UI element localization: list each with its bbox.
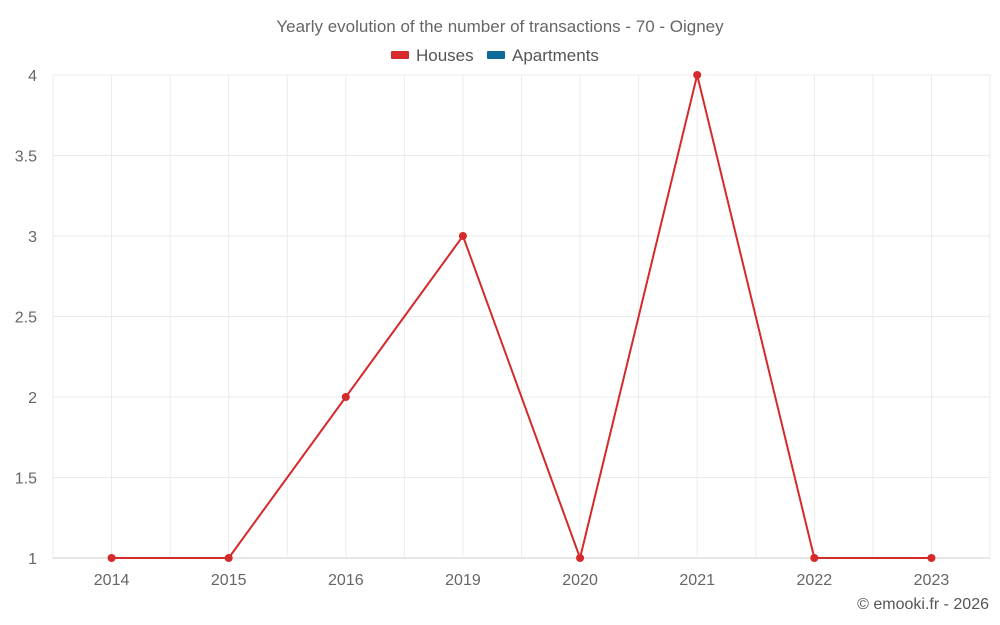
y-tick-label: 3 xyxy=(28,229,37,246)
data-point-houses[interactable] xyxy=(927,554,936,562)
data-point-houses[interactable] xyxy=(693,71,702,79)
x-tick-label: 2021 xyxy=(679,572,715,589)
y-axis: 1 1.5 2 2.5 3 3.5 4 xyxy=(15,68,37,568)
y-tick-label: 3.5 xyxy=(15,149,37,166)
x-tick-label: 2023 xyxy=(914,572,950,589)
legend: Houses Apartments xyxy=(391,46,599,65)
y-tick-label: 1 xyxy=(28,551,37,568)
data-point-houses[interactable] xyxy=(224,554,233,562)
series xyxy=(107,71,936,562)
y-tick-label: 4 xyxy=(28,68,37,85)
data-point-houses[interactable] xyxy=(341,393,350,401)
x-tick-label: 2015 xyxy=(211,572,247,589)
legend-item-apartments[interactable]: Apartments xyxy=(487,46,599,65)
legend-label-apartments: Apartments xyxy=(512,46,599,65)
x-tick-label: 2016 xyxy=(328,572,364,589)
x-tick-label: 2022 xyxy=(797,572,833,589)
series-line-houses xyxy=(111,74,932,559)
x-axis: 2014 2015 2016 2019 2020 2021 2022 2023 xyxy=(94,572,950,589)
grid xyxy=(52,74,991,559)
y-tick-label: 2.5 xyxy=(15,310,37,327)
legend-label-houses: Houses xyxy=(416,46,474,65)
x-tick-label: 2020 xyxy=(562,572,598,589)
credit-text: © emooki.fr - 2026 xyxy=(857,596,989,613)
legend-swatch-houses xyxy=(391,51,409,59)
y-tick-label: 2 xyxy=(28,390,37,407)
data-point-houses[interactable] xyxy=(810,554,819,562)
data-point-houses[interactable] xyxy=(107,554,116,562)
x-tick-label: 2019 xyxy=(445,572,481,589)
data-point-houses[interactable] xyxy=(458,232,467,240)
legend-swatch-apartments xyxy=(487,51,505,59)
y-tick-label: 1.5 xyxy=(15,471,37,488)
x-tick-label: 2014 xyxy=(94,572,130,589)
chart-title: Yearly evolution of the number of transa… xyxy=(276,17,724,36)
legend-item-houses[interactable]: Houses xyxy=(391,46,474,65)
data-point-houses[interactable] xyxy=(576,554,585,562)
